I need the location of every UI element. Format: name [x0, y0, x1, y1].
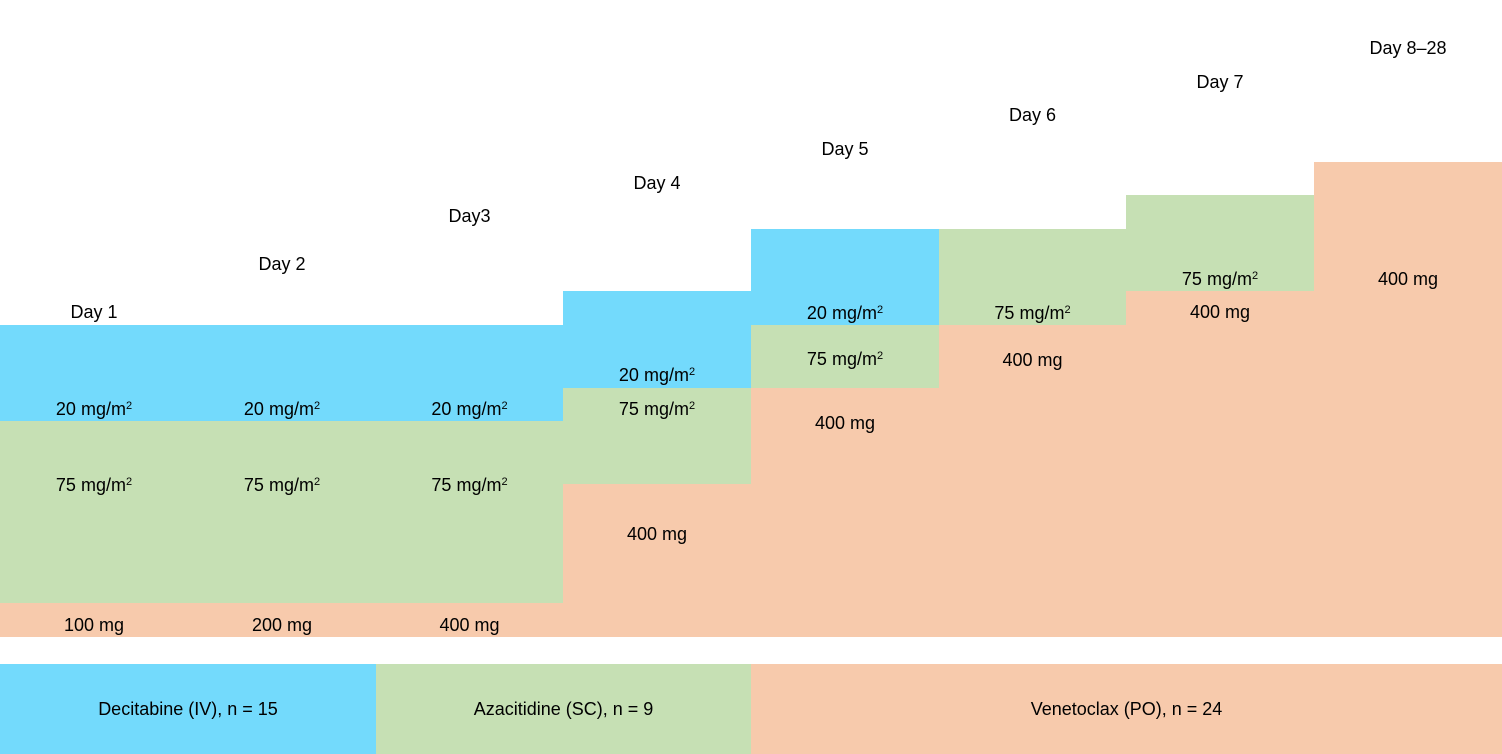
- day-label: Day3: [448, 206, 491, 226]
- azacitidine-dose-label: 75 mg/m2: [431, 475, 508, 495]
- decitabine-dose-label: 20 mg/m2: [618, 365, 696, 385]
- decitabine-dose-label: 20 mg/m2: [431, 399, 508, 419]
- legend-azacitidine: Azacitidine (SC), n = 9: [376, 664, 751, 754]
- day-label: Day 5: [821, 139, 869, 159]
- legend-azacitidine-label: Azacitidine (SC), n = 9: [473, 698, 654, 719]
- azacitidine-dose-label: 75 mg/m2: [618, 399, 696, 419]
- azacitidine-block: [1126, 195, 1314, 291]
- venetoclax-dose-label: 400 mg: [814, 413, 876, 433]
- legend-venetoclax: Venetoclax (PO), n = 24: [751, 664, 1502, 754]
- decitabine-dose-label: 20 mg/m2: [806, 303, 884, 323]
- azacitidine-block: [188, 421, 376, 603]
- venetoclax-block: [376, 603, 563, 637]
- venetoclax-dose-label: 400 mg: [626, 524, 688, 544]
- decitabine-dose-label: 20 mg/m2: [243, 399, 321, 419]
- day-label: Day 1: [70, 302, 118, 322]
- venetoclax-block: [1314, 162, 1502, 637]
- day-label: Day 4: [633, 173, 681, 193]
- venetoclax-dose-label: 400 mg: [1002, 350, 1063, 370]
- azacitidine-dose-label: 75 mg/m2: [994, 303, 1071, 323]
- azacitidine-dose-label: 75 mg/m2: [55, 475, 133, 495]
- azacitidine-block: [376, 421, 563, 603]
- day-label: Day 7: [1196, 72, 1244, 92]
- venetoclax-block: [188, 603, 376, 637]
- azacitidine-dose-label: 75 mg/m2: [1181, 269, 1259, 289]
- day-label: Day 6: [1008, 105, 1057, 125]
- azacitidine-block: [563, 388, 751, 484]
- decitabine-block: [188, 325, 376, 421]
- day-label: Day 2: [258, 254, 306, 274]
- venetoclax-block: [0, 603, 188, 637]
- venetoclax-dose-label: 400 mg: [439, 615, 500, 635]
- decitabine-block: [376, 325, 563, 421]
- venetoclax-block: [563, 484, 751, 637]
- venetoclax-block: [1126, 291, 1314, 637]
- azacitidine-block: [939, 229, 1126, 325]
- venetoclax-block: [939, 325, 1126, 637]
- legend-decitabine: Decitabine (IV), n = 15: [0, 664, 376, 754]
- azacitidine-dose-label: 75 mg/m2: [806, 349, 884, 369]
- legend-venetoclax-label: Venetoclax (PO), n = 24: [1030, 698, 1223, 719]
- venetoclax-dose-label: 100 mg: [63, 615, 125, 635]
- venetoclax-block: [751, 388, 939, 637]
- decitabine-block: [563, 291, 751, 388]
- venetoclax-dose-label: 400 mg: [1189, 302, 1251, 322]
- decitabine-block: [751, 229, 939, 325]
- day-label: Day 8–28: [1369, 38, 1447, 58]
- azacitidine-block: [0, 421, 188, 603]
- venetoclax-dose-label: 400 mg: [1377, 269, 1439, 289]
- azacitidine-dose-label: 75 mg/m2: [243, 475, 321, 495]
- azacitidine-block: [751, 325, 939, 388]
- venetoclax-dose-label: 200 mg: [251, 615, 313, 635]
- legend-decitabine-label: Decitabine (IV), n = 15: [98, 698, 278, 719]
- decitabine-dose-label: 20 mg/m2: [55, 399, 133, 419]
- decitabine-block: [0, 325, 188, 421]
